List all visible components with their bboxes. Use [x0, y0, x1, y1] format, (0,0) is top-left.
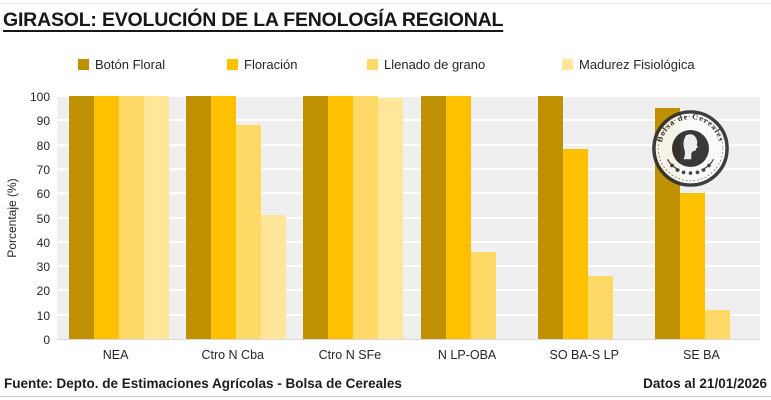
legend-label: Llenado de grano [384, 57, 486, 72]
legend-label: Botón Floral [95, 57, 166, 72]
bar-floraci-n-nea [94, 96, 119, 339]
y-tick-label: 20 [36, 284, 50, 299]
chart-title: GIRASOL: EVOLUCIÓN DE LA FENOLOGÍA REGIO… [3, 9, 504, 31]
bar-bot-n-floral-nea [69, 96, 94, 339]
legend-item: Llenado de grano [367, 57, 485, 72]
y-tick-label: 80 [36, 138, 50, 153]
legend: Botón Floral Floración Llenado de grano Mad… [0, 57, 771, 75]
y-tick-label: 40 [36, 235, 50, 250]
bar-madurez-fisiol-gica-ctro-n-cba [261, 215, 287, 339]
bar-floraci-n-ctro-n-sfe [328, 96, 354, 339]
legend-swatch-icon [367, 59, 378, 70]
x-category-label: N LP-OBA [437, 348, 497, 362]
bar-llenado-de-grano-ctro-n-cba [236, 125, 262, 339]
bar-bot-n-floral-ctro-n-sfe [303, 96, 329, 339]
bar-llenado-de-grano-so-ba-s-lp [587, 275, 613, 339]
gridline [57, 143, 760, 146]
bar-floraci-n-so-ba-s-lp [562, 149, 588, 339]
legend-item: Madurez Fisiológica [562, 57, 695, 72]
gridline [57, 240, 760, 243]
y-tick-label: 50 [36, 211, 50, 226]
bar-bot-n-floral-n-lp-oba [420, 96, 446, 339]
bar-llenado-de-grano-se-ba [704, 309, 730, 339]
x-category-label: Ctro N SFe [318, 348, 382, 362]
bar-floraci-n-ctro-n-cba [211, 96, 237, 339]
y-tick-label: 70 [36, 162, 50, 177]
y-tick-label: 10 [36, 308, 50, 323]
gridline [57, 289, 760, 292]
top-divider [0, 3, 771, 4]
x-category-label: SO BA-S LP [549, 348, 619, 362]
gridline [57, 95, 760, 97]
bar-bot-n-floral-so-ba-s-lp [537, 96, 563, 339]
legend-swatch-icon [78, 59, 89, 70]
gridline [57, 192, 760, 195]
footer-source: Fuente: Depto. de Estimaciones Agrícolas… [4, 376, 402, 391]
x-category-label: SE BA [682, 348, 720, 362]
bar-floraci-n-se-ba [679, 193, 705, 339]
bar-madurez-fisiol-gica-ctro-n-sfe [378, 98, 404, 339]
legend-item: Floración [227, 57, 297, 72]
logo-laurel-decor [666, 158, 715, 175]
legend-label: Madurez Fisiológica [579, 57, 695, 72]
gridline [57, 265, 760, 268]
legend-label: Floración [244, 57, 298, 72]
bar-llenado-de-grano-ctro-n-sfe [353, 96, 379, 339]
y-tick-label: 60 [36, 187, 50, 202]
y-tick-label: 0 [43, 333, 50, 347]
legend-item: Botón Floral [78, 57, 165, 72]
gridline [57, 119, 760, 122]
y-tick-label: 90 [36, 114, 50, 129]
gridline [57, 216, 760, 219]
bar-llenado-de-grano-n-lp-oba [470, 251, 496, 339]
plot-area [57, 95, 760, 340]
x-category-label: Ctro N Cba [201, 348, 264, 362]
y-tick-label: 30 [36, 260, 50, 275]
bottom-divider [0, 396, 771, 397]
gridline [57, 167, 760, 170]
x-category-label: NEA [102, 348, 129, 362]
bar-madurez-fisiol-gica-nea [144, 96, 169, 339]
footer-date: Datos al 21/01/2026 [643, 376, 767, 391]
bolsa-de-cereales-logo: Bolsa de Cereales [652, 110, 729, 187]
bar-bot-n-floral-ctro-n-cba [186, 96, 212, 339]
gridline [57, 313, 760, 316]
logo-cameo-profile [683, 134, 698, 160]
legend-swatch-icon [562, 59, 573, 70]
bar-floraci-n-n-lp-oba [445, 96, 471, 339]
y-tick-label: 100 [29, 90, 50, 104]
bar-llenado-de-grano-nea [119, 96, 144, 339]
legend-swatch-icon [227, 59, 238, 70]
